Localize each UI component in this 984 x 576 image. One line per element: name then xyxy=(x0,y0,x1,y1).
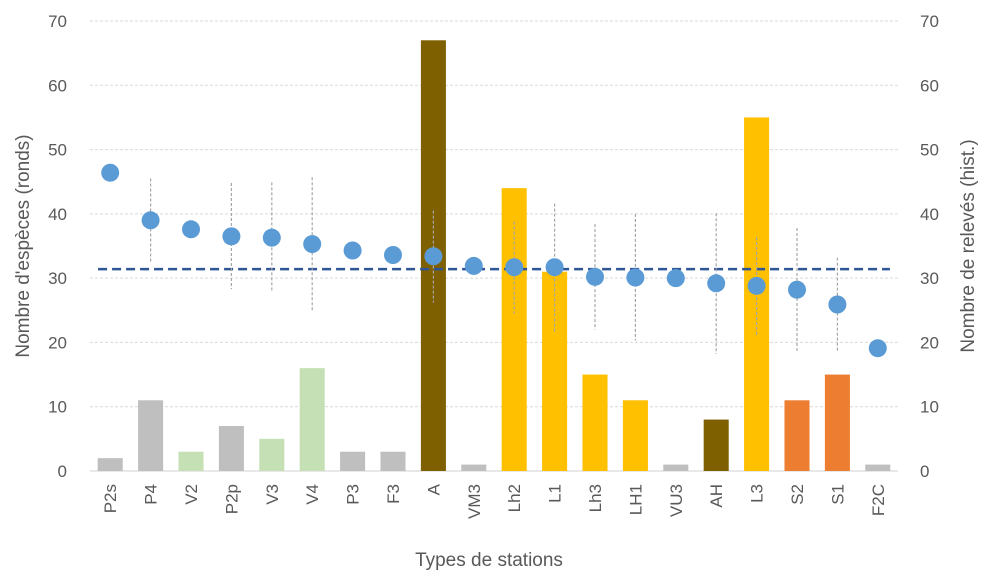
point-V3 xyxy=(262,228,281,247)
x-tick-F2C: F2C xyxy=(869,484,888,516)
y-left-tick-40: 40 xyxy=(48,205,67,224)
point-F2C xyxy=(868,339,887,358)
point-F3 xyxy=(384,246,402,264)
error-bars xyxy=(150,177,839,354)
y-right-tick-40: 40 xyxy=(920,205,939,224)
x-tick-S2: S2 xyxy=(788,484,807,505)
bar-V3 xyxy=(259,438,285,471)
point-Lh2 xyxy=(505,258,524,277)
point-L3 xyxy=(747,276,766,295)
x-tick-Lh3: Lh3 xyxy=(586,484,605,512)
x-tick-V2: V2 xyxy=(182,484,201,505)
bar-S2 xyxy=(784,400,810,471)
bar-P3 xyxy=(340,451,366,471)
y-right-tick-50: 50 xyxy=(920,141,939,160)
y-right-tick-30: 30 xyxy=(920,269,939,288)
x-tick-L1: L1 xyxy=(546,484,565,503)
bar-L1 xyxy=(542,271,568,471)
x-tick-P3: P3 xyxy=(344,484,363,505)
x-tick-P4: P4 xyxy=(142,484,161,505)
bar-P2p xyxy=(218,426,244,471)
y-left-tick-60: 60 xyxy=(48,76,67,95)
point-series xyxy=(101,163,887,358)
y-right-tick-0: 0 xyxy=(920,462,929,481)
point-P3 xyxy=(343,241,362,260)
bar-AH xyxy=(703,419,729,471)
y-right-tick-60: 60 xyxy=(920,76,939,95)
point-S1 xyxy=(828,295,847,314)
point-VU3 xyxy=(666,269,685,288)
point-V4 xyxy=(303,235,322,254)
y-left-tick-20: 20 xyxy=(48,333,67,352)
point-P4 xyxy=(141,211,160,230)
bar-V4 xyxy=(299,368,325,471)
x-axis-ticks: P2s P4 V2 P2p V3 V4 P3 F3 A VM3 Lh2 L1 Lh3 LH1 VU3 AH L3… xyxy=(101,483,888,519)
bar-F3 xyxy=(380,451,406,471)
bar-P2s xyxy=(97,458,123,471)
bar-Lh2 xyxy=(501,188,527,471)
point-V2 xyxy=(182,220,200,239)
y-left-tick-70: 70 xyxy=(48,12,67,31)
point-S2 xyxy=(788,280,806,299)
y-left-tick-30: 30 xyxy=(48,269,67,288)
x-tick-L3: L3 xyxy=(748,484,767,503)
gridlines xyxy=(90,20,898,472)
x-tick-VU3: VU3 xyxy=(667,484,686,517)
y-axis-left-title: Nombre d'espèces (ronds) xyxy=(13,134,34,357)
bar-VU3 xyxy=(663,464,689,471)
y-right-tick-10: 10 xyxy=(920,398,939,417)
x-tick-F3: F3 xyxy=(384,484,403,504)
x-tick-S1: S1 xyxy=(828,484,847,505)
x-tick-P2p: P2p xyxy=(222,484,241,514)
bar-F2C xyxy=(865,464,891,471)
point-P2p xyxy=(222,227,241,246)
bar-Lh3 xyxy=(582,374,608,471)
y-axis-right-ticks: 0 10 20 30 40 50 60 70 xyxy=(920,12,939,481)
point-Lh3 xyxy=(586,267,604,286)
x-tick-LH1: LH1 xyxy=(626,484,645,515)
point-P2s xyxy=(101,163,120,182)
y-axis-left-ticks: 0 10 20 30 40 50 60 70 xyxy=(48,12,67,481)
bar-series xyxy=(97,40,891,472)
point-A xyxy=(424,247,443,266)
point-AH xyxy=(707,274,726,293)
bar-VM3 xyxy=(461,464,487,471)
y-left-tick-0: 0 xyxy=(58,462,67,481)
bar-S1 xyxy=(824,374,850,471)
x-tick-VM3: VM3 xyxy=(465,484,484,519)
bar-P4 xyxy=(138,400,164,471)
point-LH1 xyxy=(626,268,645,287)
y-left-tick-50: 50 xyxy=(48,141,67,160)
x-tick-AH: AH xyxy=(707,484,726,508)
x-axis-title: Types de stations xyxy=(415,550,563,571)
x-tick-A: A xyxy=(424,483,443,495)
bar-LH1 xyxy=(622,400,648,471)
y-left-tick-10: 10 xyxy=(48,398,67,417)
x-tick-Lh2: Lh2 xyxy=(505,484,524,512)
y-right-tick-70: 70 xyxy=(920,12,939,31)
y-right-tick-20: 20 xyxy=(920,333,939,352)
x-tick-V4: V4 xyxy=(303,484,322,505)
point-VM3 xyxy=(464,256,483,275)
y-axis-right-title: Nombre de relevés (hist.) xyxy=(958,139,979,352)
x-tick-P2s: P2s xyxy=(101,484,120,513)
x-tick-V3: V3 xyxy=(263,484,282,505)
bar-V2 xyxy=(178,451,204,471)
point-L1 xyxy=(545,258,564,277)
